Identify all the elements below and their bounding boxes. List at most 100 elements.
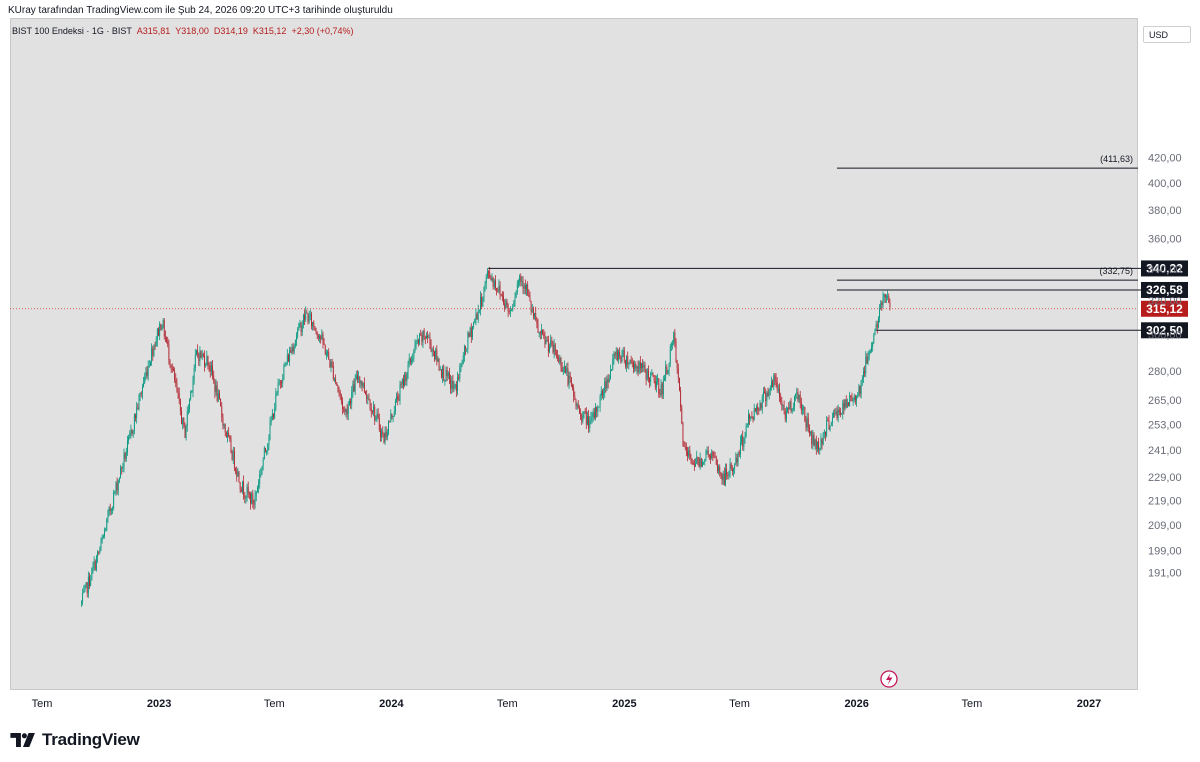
candle-body bbox=[174, 370, 176, 380]
candle-body bbox=[621, 355, 623, 362]
candle-body bbox=[564, 366, 565, 369]
candle-body bbox=[780, 397, 782, 402]
candle-body bbox=[297, 329, 299, 337]
candle-body bbox=[408, 358, 410, 365]
candle-body bbox=[730, 463, 732, 469]
candle-body bbox=[248, 493, 250, 495]
candle-body bbox=[311, 314, 312, 326]
candle-body bbox=[436, 349, 438, 362]
candle-body bbox=[834, 412, 836, 414]
candle-body bbox=[639, 361, 641, 369]
x-tick-label: Tem bbox=[729, 698, 750, 710]
candle-body bbox=[746, 424, 748, 425]
candle-body bbox=[788, 407, 790, 409]
candle-body bbox=[371, 411, 373, 413]
y-tick-label: 280,00 bbox=[1148, 366, 1182, 378]
candle-body bbox=[503, 296, 504, 304]
candle-body bbox=[457, 377, 458, 391]
candle-body bbox=[652, 372, 654, 376]
candle-body bbox=[576, 404, 578, 406]
candle-body bbox=[573, 388, 575, 397]
tradingview-logo[interactable]: TradingView bbox=[10, 729, 140, 751]
candle-body bbox=[766, 392, 768, 401]
price-chart: 340,22 326,58 302,50 (411,63) (332,75) 315,12… bbox=[10, 153, 1188, 710]
currency-button[interactable]: USD bbox=[1143, 26, 1191, 43]
candle-body bbox=[750, 416, 752, 419]
candle-body bbox=[158, 328, 159, 336]
candle-body bbox=[106, 519, 108, 531]
candle-body bbox=[327, 352, 329, 354]
candle-body bbox=[375, 416, 377, 421]
candle-body bbox=[856, 396, 858, 401]
x-tick-label: 2024 bbox=[379, 698, 404, 710]
level-label-bg bbox=[1141, 281, 1188, 298]
candle-body bbox=[532, 309, 534, 317]
candle-body bbox=[202, 354, 204, 356]
candle-body bbox=[719, 466, 721, 473]
candle-body bbox=[761, 396, 763, 409]
candle-body bbox=[787, 407, 789, 412]
candle-body bbox=[608, 378, 610, 383]
x-tick-label: Tem bbox=[961, 698, 982, 710]
y-tick-label: 253,00 bbox=[1148, 419, 1182, 431]
candle-body bbox=[332, 366, 334, 380]
candle-body bbox=[252, 493, 254, 504]
candle-body bbox=[121, 467, 123, 469]
candle-body bbox=[591, 417, 593, 418]
candle-body bbox=[401, 379, 403, 385]
candle-body bbox=[136, 407, 138, 418]
candle-body bbox=[411, 360, 412, 362]
y-tick-label: 420,00 bbox=[1148, 153, 1182, 165]
candle-body bbox=[380, 429, 381, 437]
candle-body bbox=[206, 356, 208, 366]
candle-body bbox=[113, 492, 115, 509]
candle-body bbox=[403, 379, 404, 386]
candle-body bbox=[645, 370, 647, 380]
candle-body bbox=[207, 356, 209, 366]
candle-body bbox=[362, 382, 364, 387]
candle-body bbox=[438, 359, 440, 371]
candle-body bbox=[712, 452, 714, 457]
candle-body bbox=[104, 530, 105, 536]
candle-body bbox=[473, 322, 475, 327]
candle-body bbox=[866, 356, 868, 364]
candle-body bbox=[307, 313, 309, 322]
candle-body bbox=[613, 353, 615, 359]
candle-body bbox=[753, 408, 755, 421]
candle-body bbox=[718, 466, 720, 472]
candle-body bbox=[223, 424, 225, 426]
candle-body bbox=[413, 351, 415, 360]
candle-body bbox=[668, 363, 670, 371]
candle-body bbox=[304, 315, 306, 320]
candle-body bbox=[789, 401, 791, 409]
candle-body bbox=[259, 473, 261, 484]
candle-body bbox=[412, 359, 414, 361]
candle-body bbox=[81, 602, 82, 604]
candle-body bbox=[758, 409, 760, 411]
candle-body bbox=[595, 406, 596, 418]
tradingview-logo-icon bbox=[10, 733, 35, 747]
change-value: +2,30 (+0,74%) bbox=[291, 26, 354, 36]
candle-body bbox=[679, 377, 680, 391]
candle-body bbox=[837, 409, 839, 418]
candle-body bbox=[270, 420, 272, 422]
candle-body bbox=[667, 370, 669, 374]
candle-body bbox=[230, 439, 232, 453]
candle-body bbox=[605, 381, 607, 389]
candle-body bbox=[162, 320, 164, 328]
candle-body bbox=[279, 382, 281, 383]
candle-body bbox=[323, 343, 325, 345]
candle-body bbox=[101, 538, 103, 542]
candle-body bbox=[868, 351, 870, 356]
candle-body bbox=[611, 369, 613, 371]
candle-body bbox=[370, 408, 372, 412]
candle-body bbox=[513, 302, 515, 308]
candle-body bbox=[221, 406, 223, 418]
candle-body bbox=[596, 406, 598, 412]
candle-body bbox=[243, 481, 245, 495]
candle-body bbox=[811, 431, 813, 445]
lightning-icon[interactable] bbox=[880, 670, 898, 688]
candle-body bbox=[175, 379, 177, 384]
candle-body bbox=[675, 341, 677, 361]
candle-body bbox=[826, 420, 828, 436]
